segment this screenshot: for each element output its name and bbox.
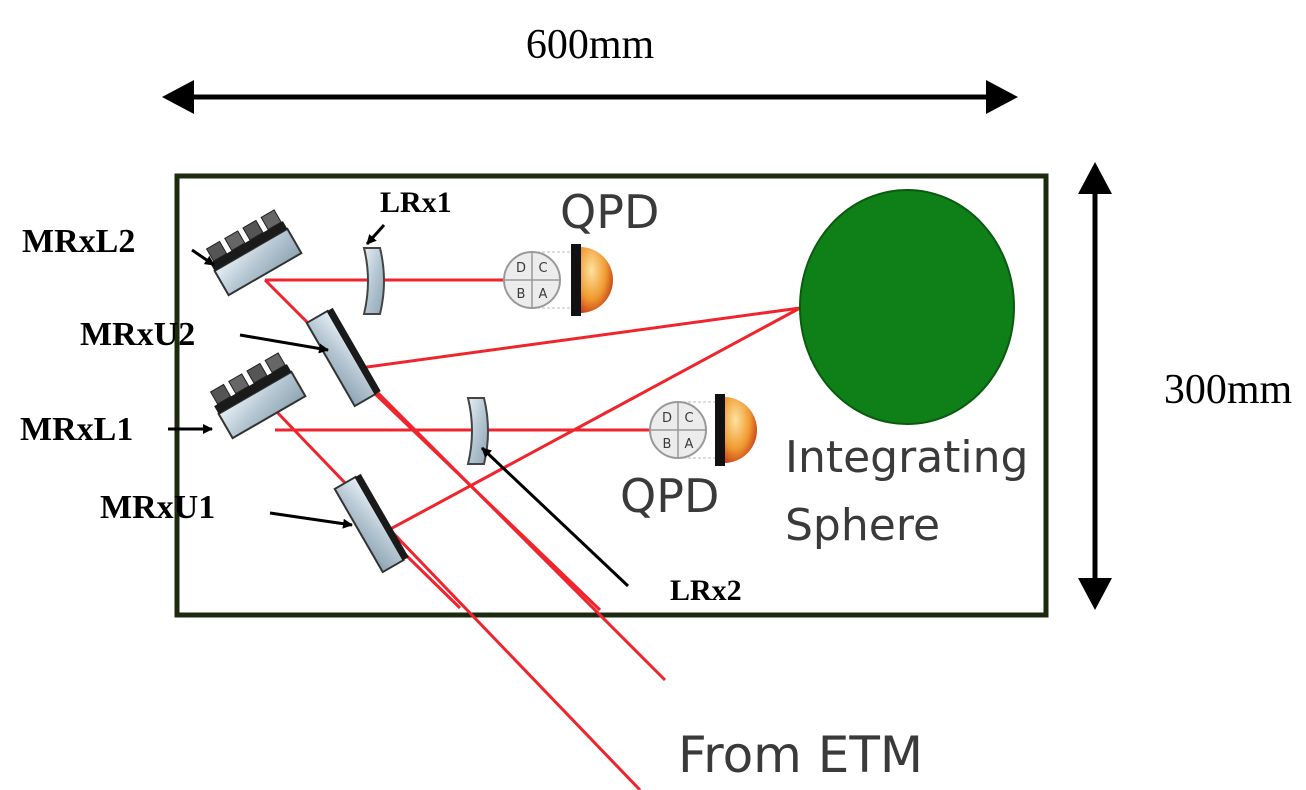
qpd-top-label: QPD <box>560 185 659 239</box>
beam-mrxu2-in <box>343 363 602 612</box>
mirror-mrxu2 <box>305 307 381 408</box>
sphere-label: Integrating Sphere <box>785 432 1028 551</box>
lrx1-pointer <box>365 223 386 246</box>
mrxu1-label: MRxU1 <box>100 489 215 526</box>
svg-text:A: A <box>685 437 694 452</box>
lrx2-pointer <box>480 446 630 588</box>
mrxu2-pointer <box>239 333 329 354</box>
mirror-mrxl1 <box>209 352 307 440</box>
svg-text:A: A <box>539 287 548 302</box>
svg-text:Integrating: Integrating <box>785 432 1028 483</box>
lrx2-label: LRx2 <box>670 574 742 607</box>
mrxl2-label: MRxL2 <box>22 223 135 260</box>
mrxl1-label: MRxL1 <box>20 411 133 448</box>
svg-text:D: D <box>662 411 672 426</box>
lrx1-label: LRx1 <box>380 186 452 219</box>
breadboard-frame <box>174 173 1049 618</box>
svg-text:B: B <box>663 437 672 452</box>
qpd-bottom-label: QPD <box>620 469 719 523</box>
svg-text:Sphere: Sphere <box>785 500 940 551</box>
svg-text:D: D <box>516 261 526 276</box>
width-label: 600mm <box>526 22 655 68</box>
source-label: From ETM <box>678 726 923 784</box>
svg-text:B: B <box>517 287 526 302</box>
integrating-sphere <box>799 189 1015 425</box>
mirror-mrxu1 <box>333 473 409 574</box>
qpd-bottom: A B C D <box>649 394 757 466</box>
mrxl2-pointer <box>191 248 215 267</box>
beam-etm-to-mrxl1 <box>273 408 642 790</box>
lens-lrx2 <box>466 397 489 465</box>
beam-mrxu1-to-sphere <box>369 306 801 542</box>
height-label: 300mm <box>1164 367 1293 413</box>
lens-lrx1 <box>362 247 385 315</box>
mirror-mrxl2 <box>205 209 303 297</box>
mrxu1-pointer <box>269 511 353 529</box>
beam-mrxu2-to-sphere <box>344 306 801 372</box>
mrxu2-label: MRxU2 <box>80 316 195 353</box>
width-dimension: 600mm <box>162 22 1018 114</box>
svg-text:C: C <box>684 411 693 426</box>
svg-text:C: C <box>538 261 547 276</box>
qpd-top: A B C D <box>503 244 613 316</box>
height-dimension: 300mm <box>1078 162 1292 610</box>
